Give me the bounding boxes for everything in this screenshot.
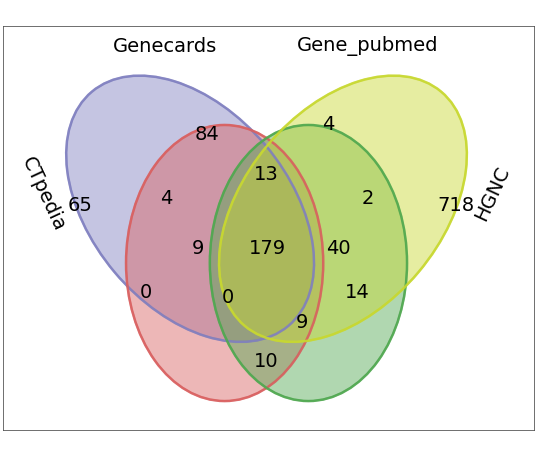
Text: CTpedia: CTpedia — [18, 154, 68, 234]
Text: 9: 9 — [295, 313, 308, 332]
Text: 0: 0 — [222, 288, 233, 307]
Text: 40: 40 — [325, 239, 350, 258]
Text: 65: 65 — [67, 197, 92, 215]
Ellipse shape — [210, 125, 407, 401]
Ellipse shape — [126, 125, 323, 401]
Text: 2: 2 — [362, 189, 374, 208]
Text: 9: 9 — [192, 239, 204, 258]
Text: Gene_pubmed: Gene_pubmed — [297, 36, 438, 56]
Text: 4: 4 — [160, 189, 173, 208]
Ellipse shape — [219, 76, 467, 342]
Text: 10: 10 — [254, 352, 278, 371]
Text: 179: 179 — [249, 239, 286, 258]
Text: 13: 13 — [253, 165, 279, 184]
Text: 4: 4 — [322, 116, 334, 134]
Text: 14: 14 — [345, 283, 370, 302]
Text: 84: 84 — [195, 125, 220, 144]
Ellipse shape — [66, 76, 314, 342]
Text: HGNC: HGNC — [472, 164, 514, 224]
Text: 0: 0 — [140, 283, 152, 302]
Text: Genecards: Genecards — [114, 37, 217, 56]
Text: 718: 718 — [438, 197, 475, 215]
